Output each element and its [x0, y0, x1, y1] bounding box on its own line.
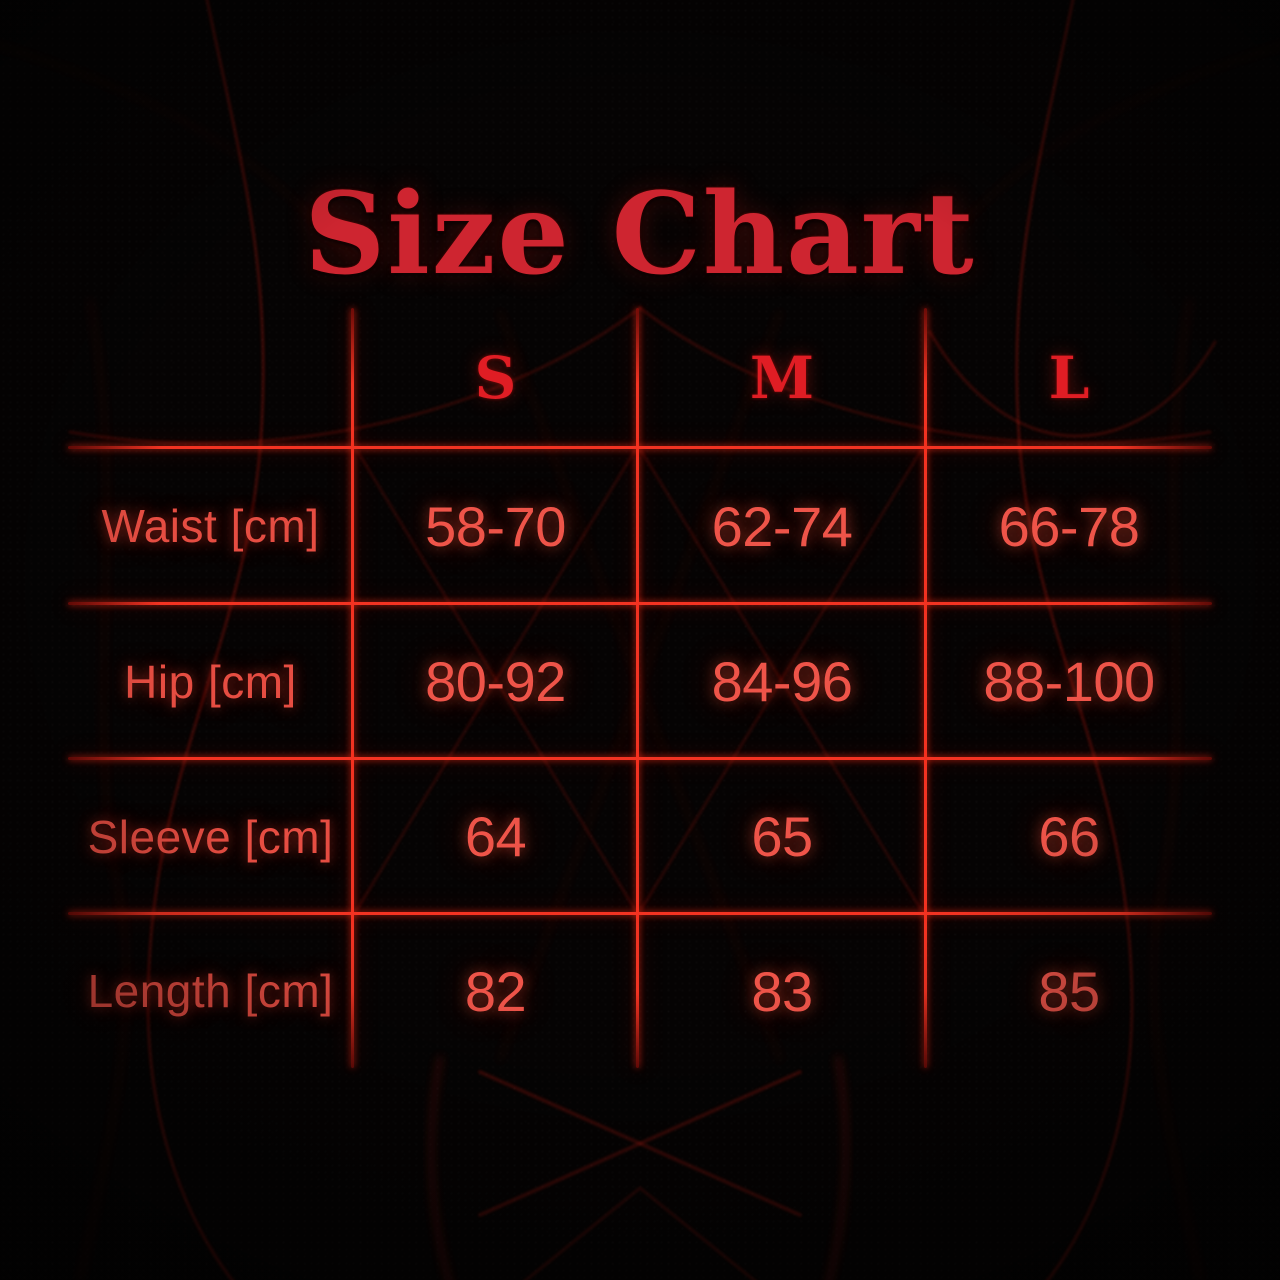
- vignette-overlay: [0, 0, 1280, 1280]
- size-chart-graphic: Size Chart SMLWaist [cm]58-7062-7466-78H…: [0, 0, 1280, 1280]
